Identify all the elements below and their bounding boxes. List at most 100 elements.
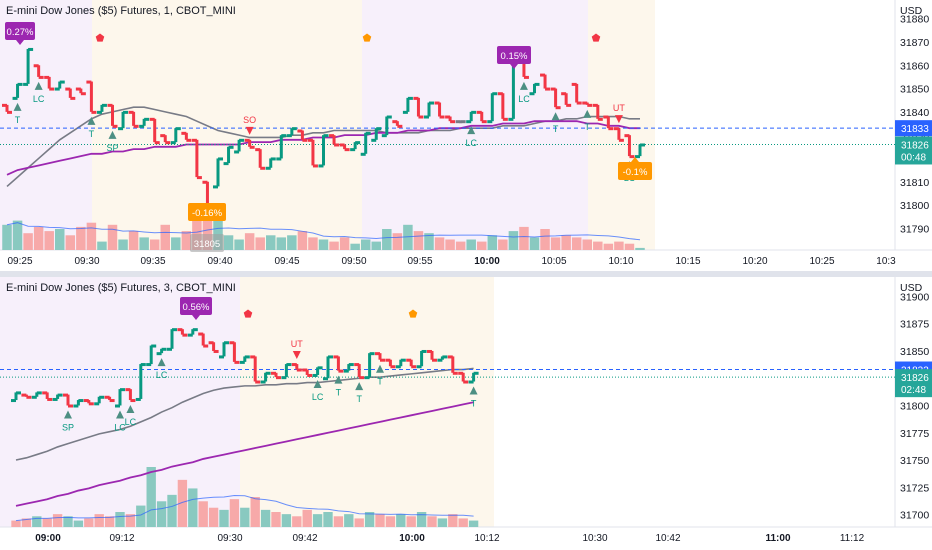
price-bar-close-tick	[88, 402, 94, 406]
time-tick-label: 11:00	[765, 533, 790, 544]
price-bar-open-tick	[2, 103, 7, 107]
price-bar-close-tick	[38, 75, 44, 79]
price-bar-open-tick	[458, 371, 464, 375]
volume-bar	[188, 488, 198, 527]
volume-bar	[396, 514, 406, 527]
price-bar	[364, 132, 368, 154]
price-bar-open-tick	[83, 399, 89, 403]
pentagon-marker	[591, 33, 601, 42]
price-bar-close-tick	[323, 134, 329, 138]
volume-bar	[287, 235, 297, 250]
price-bar-close-tick	[348, 363, 354, 367]
price-bar	[66, 394, 70, 406]
price-bar	[264, 372, 268, 382]
price-tick-label: 31875	[900, 319, 929, 331]
price-bar	[191, 329, 195, 335]
price-bar-open-tick	[33, 64, 39, 68]
volume-bar	[424, 233, 434, 250]
pane-divider[interactable]	[0, 271, 932, 277]
price-bar-open-tick	[550, 87, 556, 91]
price-bar-open-tick	[402, 110, 408, 114]
price-axis[interactable]	[895, 277, 932, 527]
price-bar	[142, 118, 146, 126]
price-bar-close-tick	[432, 358, 437, 362]
price-bar-close-tick	[334, 143, 340, 147]
volume-bar	[308, 237, 318, 250]
price-bar-close-tick	[312, 164, 318, 168]
chart-canvas-3m[interactable]: 3190031875318503182531800317753175031725…	[0, 277, 932, 550]
volume-bar	[234, 239, 244, 250]
time-tick-label: 09:42	[292, 533, 317, 544]
price-bar-open-tick	[406, 358, 412, 362]
price-bar-close-tick	[463, 380, 469, 384]
percent-badge	[618, 162, 652, 180]
volume-bar	[139, 237, 149, 250]
price-bar-close-tick	[140, 363, 146, 367]
price-bar-close-tick	[369, 352, 375, 356]
volume-bar	[550, 237, 561, 250]
price-bar-open-tick	[255, 148, 261, 152]
signal-label: UT	[613, 103, 625, 113]
volume-ma-line	[6, 222, 641, 241]
price-bar	[427, 102, 431, 117]
price-bar-close-tick	[502, 117, 508, 121]
price-bar-open-tick	[86, 80, 92, 84]
price-bar-open-tick	[371, 138, 377, 142]
price-bar-open-tick	[234, 150, 240, 154]
chart-title: E-mini Dow Jones ($5) Futures, 1, CBOT_M…	[6, 5, 236, 17]
price-bar-close-tick	[380, 358, 385, 362]
price-bar-close-tick	[26, 395, 32, 399]
volume-bar	[302, 509, 312, 527]
price-bar-open-tick	[104, 395, 110, 399]
signal-down-triangle	[614, 115, 623, 124]
price-bar-close-tick	[338, 369, 344, 373]
pentagon-marker	[408, 309, 418, 318]
signal-label: LC	[465, 138, 477, 148]
price-bar-open-tick	[540, 73, 546, 77]
volume-bar	[107, 224, 118, 250]
price-bar	[305, 369, 309, 375]
price-bar-open-tick	[603, 115, 609, 119]
volume-bar	[333, 516, 344, 527]
price-bar	[76, 400, 80, 406]
price-bar-close-tick	[418, 115, 424, 119]
chart-canvas-1m[interactable]: 3188031870318603185031840318303182031810…	[0, 0, 932, 271]
price-bar-open-tick	[191, 138, 197, 142]
price-bar-open-tick	[613, 127, 619, 131]
price-bar-close-tick	[244, 355, 250, 359]
price-bar-close-tick	[192, 328, 198, 332]
volume-bar	[339, 237, 350, 250]
price-bar	[406, 97, 410, 112]
price-bar	[385, 116, 389, 136]
time-tick-label: 10:15	[675, 256, 700, 267]
price-bar-close-tick	[228, 145, 234, 149]
last-price-tag	[895, 136, 932, 165]
price-bar-open-tick	[187, 333, 193, 337]
chart-pane-3m[interactable]: E-mini Dow Jones ($5) Futures, 3, CBOT_M…	[0, 277, 932, 550]
signal-label: T	[89, 129, 95, 139]
volume-bar	[392, 233, 403, 250]
price-bar-open-tick	[592, 103, 598, 107]
price-bar-close-tick	[144, 117, 150, 121]
last-price-value: 31826	[901, 373, 929, 384]
price-bar	[97, 396, 101, 404]
volume-bar	[329, 241, 339, 250]
volume-bar	[603, 243, 614, 250]
volume-bar	[344, 514, 354, 527]
price-bar	[269, 158, 273, 168]
price-bar-open-tick	[75, 87, 81, 91]
price-bar-close-tick	[175, 127, 181, 131]
price-bar-open-tick	[364, 376, 370, 380]
price-bar-open-tick	[177, 328, 183, 332]
price-bar-open-tick	[392, 120, 398, 124]
price-bar	[300, 130, 304, 140]
price-bar-open-tick	[250, 355, 256, 359]
volume-bar	[21, 518, 32, 527]
chart-pane-1m[interactable]: E-mini Dow Jones ($5) Futures, 1, CBOT_M…	[0, 0, 932, 271]
price-bar-close-tick	[608, 127, 614, 131]
volume-bar	[97, 241, 107, 250]
volume-bar	[12, 220, 23, 250]
price-bar-open-tick	[487, 120, 493, 124]
badge-label: 31805	[194, 239, 220, 250]
signal-label: T	[15, 115, 21, 125]
